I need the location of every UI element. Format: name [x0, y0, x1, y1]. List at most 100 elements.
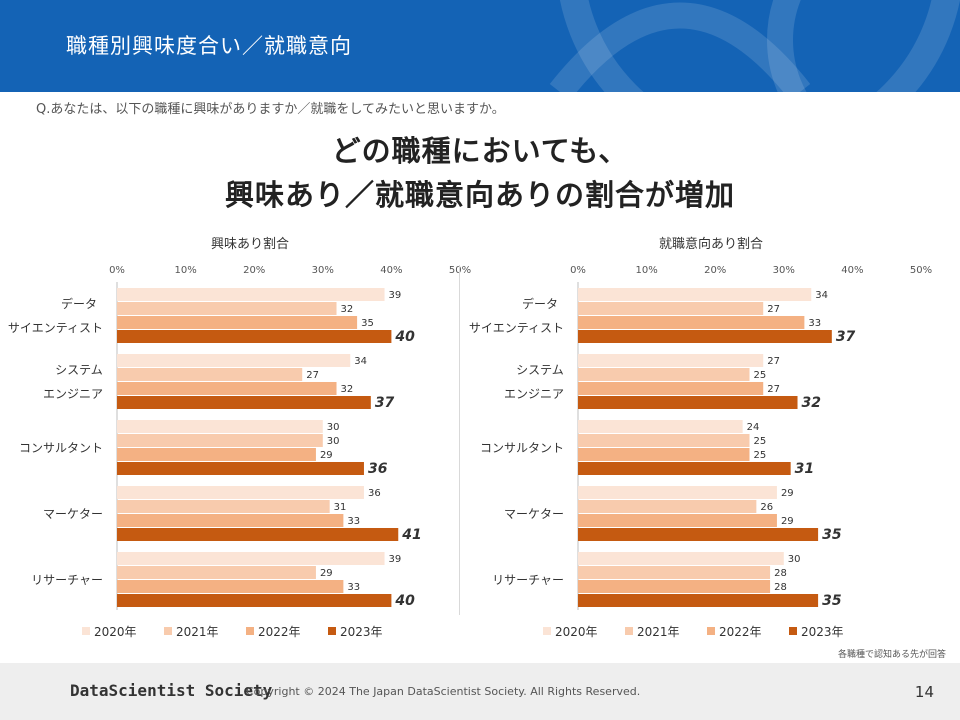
chart2-bar [578, 302, 764, 315]
chart2-category-label: サイエンティスト [469, 321, 564, 335]
chart1-bar [117, 566, 316, 579]
chart1-data-label: 33 [347, 582, 360, 593]
chart2-bar [578, 420, 743, 433]
chart1-legend-swatch [246, 627, 254, 635]
question-text: Q.あなたは、以下の職種に興味がありますか／就職をしてみたいと思いますか。 [36, 102, 505, 117]
chart2-data-label: 28 [774, 582, 787, 593]
chart2-data-label: 29 [781, 516, 794, 527]
chart2-bar [578, 368, 750, 381]
chart1-data-label: 39 [389, 290, 402, 301]
chart2-data-label: 35 [822, 593, 842, 609]
chart2-tick-label: 40% [841, 265, 863, 276]
chart1-legend-label: 2021年 [176, 625, 219, 639]
chart1-bar [117, 382, 337, 395]
chart1-legend-label: 2022年 [258, 625, 301, 639]
chart1-data-label: 31 [334, 502, 347, 513]
chart1-legend-swatch [164, 627, 172, 635]
chart1-data-label: 36 [368, 461, 388, 477]
chart1-bar [117, 462, 364, 475]
chart1-data-label: 29 [320, 450, 333, 461]
chart2-legend-swatch [625, 627, 633, 635]
chart2-legend-label: 2022年 [719, 625, 762, 639]
chart2-bar [578, 434, 750, 447]
chart2-bar [578, 462, 791, 475]
chart1-data-label: 30 [327, 422, 340, 433]
chart1-bar [117, 434, 323, 447]
headline-line1: どの職種においても、 [331, 134, 629, 168]
chart2-category-label: コンサルタント [480, 441, 564, 455]
decorative-swirl [549, 0, 960, 92]
chart1-bar [117, 316, 358, 329]
chart1-legend-swatch [328, 627, 336, 635]
chart1-tick-label: 10% [174, 265, 196, 276]
chart1-bar [117, 500, 330, 513]
chart1-category-label: リサーチャー [31, 573, 103, 587]
chart2-legend-swatch [543, 627, 551, 635]
chart1-bar [117, 580, 344, 593]
chart2-bar [578, 500, 757, 513]
chart1-data-label: 32 [341, 384, 354, 395]
chart2-category-label: システム [516, 363, 564, 377]
chart2-category-label: マーケター [504, 507, 564, 521]
chart1-bar [117, 354, 351, 367]
chart2-bar [578, 552, 784, 565]
chart2-legend-swatch [707, 627, 715, 635]
chart1-tick-label: 30% [312, 265, 334, 276]
footer-copyright: Copyright © 2024 The Japan DataScientist… [246, 685, 641, 698]
chart2-data-label: 25 [754, 370, 767, 381]
chart2-data-label: 27 [767, 356, 780, 367]
chart2-bar [578, 396, 798, 409]
chart1-bar [117, 288, 385, 301]
chart2-bar [578, 448, 750, 461]
footnote: 各職種で認知ある先が回答 [837, 650, 946, 660]
chart1-tick-label: 20% [243, 265, 265, 276]
page-number: 14 [914, 683, 934, 701]
chart2-tick-label: 10% [635, 265, 657, 276]
chart2-bar [578, 486, 777, 499]
chart1-bar [117, 396, 371, 409]
chart2-tick-label: 30% [773, 265, 795, 276]
chart1-legend-swatch [82, 627, 90, 635]
chart2-bar [578, 514, 777, 527]
chart2-bar [578, 580, 771, 593]
chart1-legend-label: 2020年 [94, 625, 137, 639]
chart1-data-label: 41 [401, 527, 421, 543]
chart2-data-label: 32 [802, 395, 821, 411]
chart2-bar [578, 288, 812, 301]
chart2-legend-swatch [789, 627, 797, 635]
chart1-data-label: 40 [394, 329, 415, 345]
chart2-category-label: リサーチャー [492, 573, 564, 587]
chart2-bar [578, 528, 819, 541]
page-title: 職種別興味度合い／就職意向 [66, 34, 352, 58]
chart-divider [459, 265, 460, 615]
chart2-bar [578, 330, 832, 343]
chart1-bar [117, 594, 392, 607]
headline-line2: 興味あり／就職意向ありの割合が増加 [224, 178, 735, 212]
chart1-data-label: 33 [347, 516, 360, 527]
chart1-data-label: 35 [361, 318, 374, 329]
chart1-bar [117, 420, 323, 433]
chart1-legend-label: 2023年 [340, 625, 383, 639]
chart2-data-label: 25 [754, 450, 767, 461]
chart1-bar [117, 368, 303, 381]
chart1-bar [117, 330, 392, 343]
chart1-bar [117, 486, 364, 499]
chart2-legend-label: 2020年 [555, 625, 598, 639]
chart1-data-label: 37 [375, 395, 395, 411]
chart2-bar [578, 382, 764, 395]
chart2-data-label: 31 [795, 461, 814, 477]
chart2-tick-label: 50% [910, 265, 932, 276]
chart2-data-label: 34 [815, 290, 828, 301]
chart1-bar [117, 514, 344, 527]
chart1-data-label: 29 [320, 568, 333, 579]
chart1-category-label: エンジニア [43, 387, 103, 401]
chart2-bar [578, 354, 764, 367]
chart2-data-label: 27 [767, 304, 780, 315]
chart2-tick-label: 0% [570, 265, 586, 276]
chart2-title: 就職意向あり割合 [659, 236, 763, 252]
chart2-data-label: 33 [808, 318, 821, 329]
chart1-title: 興味あり割合 [211, 236, 289, 252]
chart1-tick-label: 0% [109, 265, 125, 276]
chart2-tick-label: 20% [704, 265, 726, 276]
chart2-data-label: 26 [760, 502, 773, 513]
